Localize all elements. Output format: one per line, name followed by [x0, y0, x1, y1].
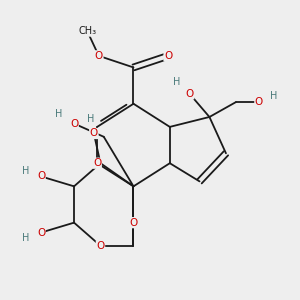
Text: H: H	[87, 114, 94, 124]
Text: O: O	[93, 158, 101, 168]
Text: O: O	[70, 118, 78, 129]
Text: H: H	[22, 167, 30, 176]
Text: O: O	[164, 51, 172, 61]
Text: H: H	[22, 232, 30, 242]
Text: O: O	[90, 128, 98, 139]
Text: O: O	[37, 228, 45, 238]
Text: H: H	[173, 77, 180, 87]
Text: H: H	[270, 91, 278, 100]
Text: H: H	[56, 109, 63, 119]
Text: O: O	[96, 241, 105, 251]
Text: O: O	[185, 89, 194, 99]
Text: O: O	[129, 218, 138, 228]
Text: O: O	[255, 97, 263, 107]
Text: O: O	[95, 51, 103, 61]
Text: CH₃: CH₃	[78, 26, 96, 36]
Text: O: O	[37, 171, 45, 182]
